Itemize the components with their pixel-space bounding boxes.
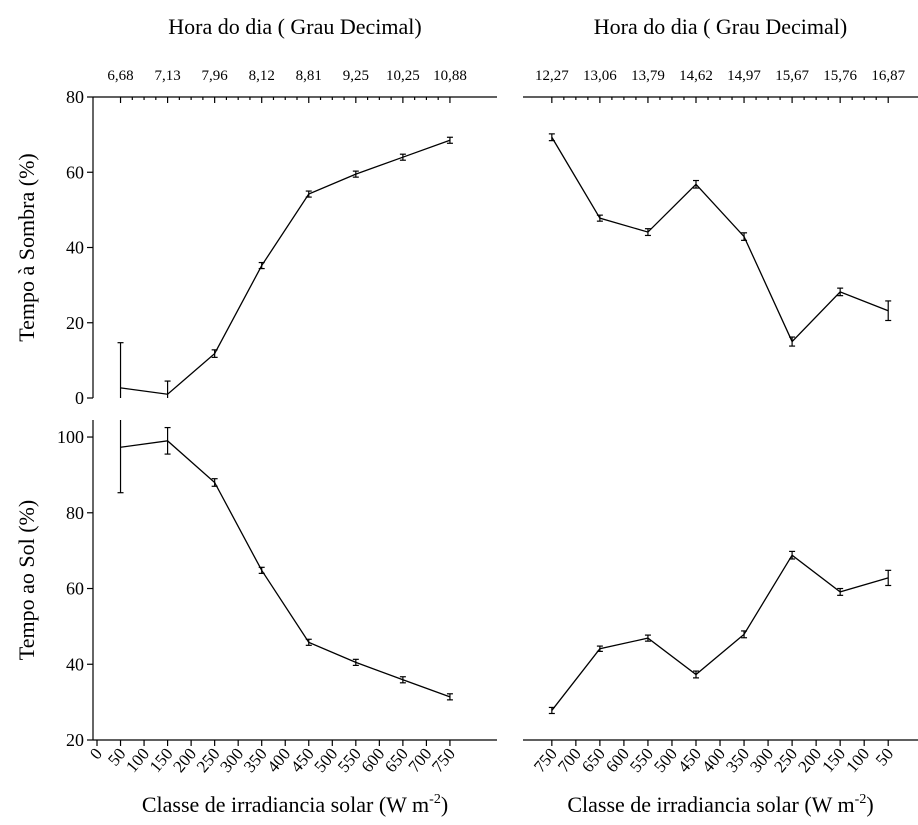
error-bar: [644, 228, 651, 237]
error-bar: [789, 336, 796, 347]
x-tick-label: 0: [86, 744, 106, 763]
y-tick-label: 20: [66, 313, 84, 333]
y-tick-label: 20: [66, 730, 84, 750]
error-bar: [596, 645, 603, 652]
top-tick-label: 12,27: [535, 68, 569, 84]
top-tick-label: 6,68: [107, 68, 133, 84]
error-bar: [446, 136, 453, 144]
top-tick-label: 14,62: [679, 68, 713, 84]
error-bar: [644, 634, 651, 642]
x-axis-label-main: Classe de irradiancia solar (W m: [567, 792, 854, 817]
top-tick-label: 7,96: [202, 68, 229, 84]
x-axis-label-sup: -2: [429, 792, 441, 807]
top-tick-label: 10,88: [433, 68, 467, 84]
error-bar: [837, 587, 844, 596]
top-tick-label: 9,25: [343, 68, 369, 84]
data-line: [120, 440, 451, 698]
top-tick-label: 15,67: [775, 68, 809, 84]
y-tick-label: 80: [66, 87, 84, 107]
error-bar: [164, 426, 171, 455]
top-tick-label: 14,97: [727, 68, 761, 84]
error-bar: [164, 380, 171, 398]
error-bar: [885, 569, 892, 587]
y-tick-label: 0: [75, 388, 84, 408]
error-bar: [258, 261, 265, 270]
y-tick-label: 60: [66, 162, 84, 182]
error-bar: [692, 179, 699, 189]
error-bar: [305, 190, 312, 198]
top-tick-label: 13,06: [583, 68, 617, 84]
error-bar: [258, 566, 265, 574]
error-bars: [548, 133, 892, 347]
data-line: [120, 139, 451, 395]
top-tick-label: 16,87: [871, 68, 905, 84]
data-line: [551, 136, 889, 343]
error-bar: [352, 658, 359, 666]
top-tick-label: 8,81: [296, 68, 322, 84]
axis-title: Hora do dia ( Grau Decimal): [168, 14, 422, 39]
y-axis-label: Tempo ao Sol (%): [14, 500, 39, 660]
error-bar: [305, 638, 312, 646]
error-bar: [117, 342, 124, 398]
x-tick-label: 750: [428, 744, 459, 776]
top-tick-label: 8,12: [249, 68, 275, 84]
error-bar: [741, 630, 748, 639]
x-axis-label: Classe de irradiancia solar (W m-2): [142, 792, 448, 817]
error-bar: [211, 478, 218, 487]
y-tick-label: 40: [66, 654, 84, 674]
error-bar: [692, 670, 699, 679]
x-tick-label: 100: [842, 744, 873, 776]
error-bars: [548, 550, 892, 715]
error-bar: [548, 706, 555, 715]
top-tick-label: 13,79: [631, 68, 665, 84]
axis-title: Hora do dia ( Grau Decimal): [594, 14, 848, 39]
error-bars: [117, 420, 453, 701]
x-axis-label-end: ): [441, 792, 448, 817]
error-bar: [837, 287, 844, 297]
error-bar: [596, 214, 603, 222]
error-bar: [352, 170, 359, 178]
error-bar: [548, 133, 555, 142]
x-axis-label-main: Classe de irradiancia solar (W m: [142, 792, 429, 817]
x-axis-label-sup: -2: [855, 792, 867, 807]
error-bar: [117, 420, 124, 494]
error-bar: [446, 693, 453, 701]
data-line: [551, 554, 889, 711]
y-axis-label: Tempo à Sombra (%): [14, 153, 39, 341]
x-axis-label-end: ): [866, 792, 873, 817]
top-tick-label: 10,25: [386, 68, 420, 84]
x-axis-label: Classe de irradiancia solar (W m-2): [567, 792, 873, 817]
error-bar: [399, 153, 406, 161]
error-bar: [789, 550, 796, 560]
top-tick-label: 7,13: [154, 68, 180, 84]
x-tick-label: 50: [872, 744, 897, 769]
y-tick-label: 100: [57, 427, 84, 447]
error-bar: [741, 232, 748, 241]
error-bar: [211, 349, 218, 358]
error-bar: [885, 300, 892, 322]
error-bar: [399, 676, 406, 684]
y-tick-label: 60: [66, 579, 84, 599]
y-tick-label: 80: [66, 503, 84, 523]
error-bars: [117, 136, 453, 398]
y-tick-label: 40: [66, 238, 84, 258]
top-tick-label: 15,76: [823, 68, 857, 84]
